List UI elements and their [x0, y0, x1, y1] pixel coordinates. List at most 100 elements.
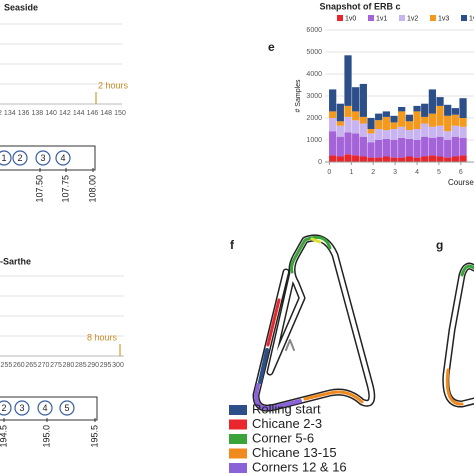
- legend-label: Rolling start: [252, 401, 321, 416]
- bar-segment: [359, 156, 367, 162]
- marker-label: 4: [42, 403, 47, 413]
- marker-circle: [59, 400, 75, 416]
- marker-label: 5: [64, 403, 69, 413]
- legend-label: Corner 5-6: [252, 430, 314, 445]
- bar-segment: [367, 142, 375, 158]
- bar-segment: [367, 129, 375, 134]
- bar-segment: [459, 98, 467, 118]
- bar-segment: [451, 108, 459, 115]
- ruler-ticks: 194.5 195.0 195.5: [0, 418, 99, 448]
- bar-segment: [390, 122, 398, 129]
- bar-segment: [352, 87, 360, 112]
- x-tick-label: 295: [100, 362, 112, 369]
- x-tick-label: 270: [38, 362, 50, 369]
- legend-swatch: [461, 15, 467, 21]
- x-tick-label: 265: [25, 362, 37, 369]
- section: [258, 348, 269, 384]
- section: [290, 235, 332, 274]
- bar-segment: [421, 136, 429, 157]
- bar-segment: [367, 118, 375, 129]
- bar-segment: [421, 103, 429, 117]
- marker-label: 3: [19, 403, 24, 413]
- legend-label: 1v2: [407, 15, 418, 22]
- marker-circle: [14, 400, 30, 416]
- legend-label: Chicane 2-3: [252, 416, 322, 431]
- bar-segment: [413, 157, 421, 162]
- legend-label: 1v7: [469, 15, 474, 22]
- bar-segment: [436, 125, 444, 137]
- legend-swatch: [229, 419, 247, 430]
- section: [254, 383, 302, 411]
- bar-segment: [436, 136, 444, 157]
- legend-swatch: [399, 15, 405, 21]
- y-tick-label: 2000: [306, 115, 322, 122]
- track-f: [252, 234, 376, 412]
- x-tick-label: 260: [13, 362, 25, 369]
- panel-label: e: [268, 40, 275, 54]
- y-axis-label: # Samples: [295, 79, 302, 113]
- legend-swatch: [229, 434, 247, 444]
- legend-swatch: [368, 15, 374, 21]
- ruler-ticks: 107.50 107.75 108.00: [34, 168, 97, 203]
- bar-segment: [413, 129, 421, 140]
- bar-segment: [428, 113, 436, 127]
- bar-segment: [398, 137, 406, 158]
- bar-segment: [459, 155, 467, 162]
- bar-segment: [413, 140, 421, 158]
- bar-segment: [444, 115, 452, 132]
- bar-segment: [459, 126, 467, 138]
- bar-segment: [382, 111, 390, 117]
- x-tick-label: 5: [437, 169, 441, 176]
- bar-segment: [390, 140, 398, 158]
- x-axis-label: Course: [448, 178, 474, 187]
- x-tick-label: 0: [327, 169, 331, 176]
- x-tick-label: 150: [114, 110, 126, 117]
- bar-segment: [359, 123, 367, 137]
- marker-circle: [0, 400, 12, 416]
- bar-segment: [375, 157, 383, 162]
- marker-label: 3: [40, 153, 45, 163]
- legend-label: Corners 12 & 16: [252, 459, 347, 474]
- legend-swatch: [229, 405, 247, 415]
- x-tick-label: 255: [1, 362, 13, 369]
- legend-label: 1v3: [438, 15, 449, 22]
- x-tick-label: 290: [87, 362, 99, 369]
- x-tick-label: 146: [87, 110, 99, 117]
- bar-segment: [421, 156, 429, 162]
- ruler-box: [0, 145, 96, 171]
- x-tick-label: 148: [100, 110, 112, 117]
- ruler-label: 108.00: [87, 175, 97, 203]
- legend-swatch: [337, 15, 343, 21]
- ruler-label: 195.0: [41, 425, 51, 448]
- bar-segment: [451, 114, 459, 126]
- bar-segment: [459, 137, 467, 156]
- bar-segment: [428, 89, 436, 114]
- y-tick-label: 6000: [306, 27, 322, 34]
- legend-label: 1v1: [376, 15, 387, 22]
- marker-label: 2: [1, 403, 6, 413]
- bar-segment: [344, 154, 352, 162]
- x-tick-label: 275: [50, 362, 62, 369]
- marker-circle: [0, 150, 12, 166]
- x-tick-label: 140: [45, 110, 57, 117]
- panel-title: -Sarthe: [0, 256, 31, 266]
- bar-segment: [398, 157, 406, 162]
- y-tick-label: 3000: [306, 93, 322, 100]
- bar-segment: [405, 138, 413, 157]
- bar-segment: [436, 156, 444, 162]
- bar-segment: [352, 133, 360, 156]
- markers: 1 2 3 4: [0, 150, 71, 166]
- bar-segment: [336, 121, 344, 126]
- bar-segment: [436, 97, 444, 106]
- bar-segment: [375, 129, 383, 140]
- bar-segment: [444, 157, 452, 162]
- legend-swatch: [229, 448, 247, 459]
- bar-segment: [390, 129, 398, 140]
- bar-segment: [344, 132, 352, 155]
- section: [460, 264, 474, 277]
- bar-segment: [336, 156, 344, 162]
- markers: 2 3 4 5: [0, 400, 75, 416]
